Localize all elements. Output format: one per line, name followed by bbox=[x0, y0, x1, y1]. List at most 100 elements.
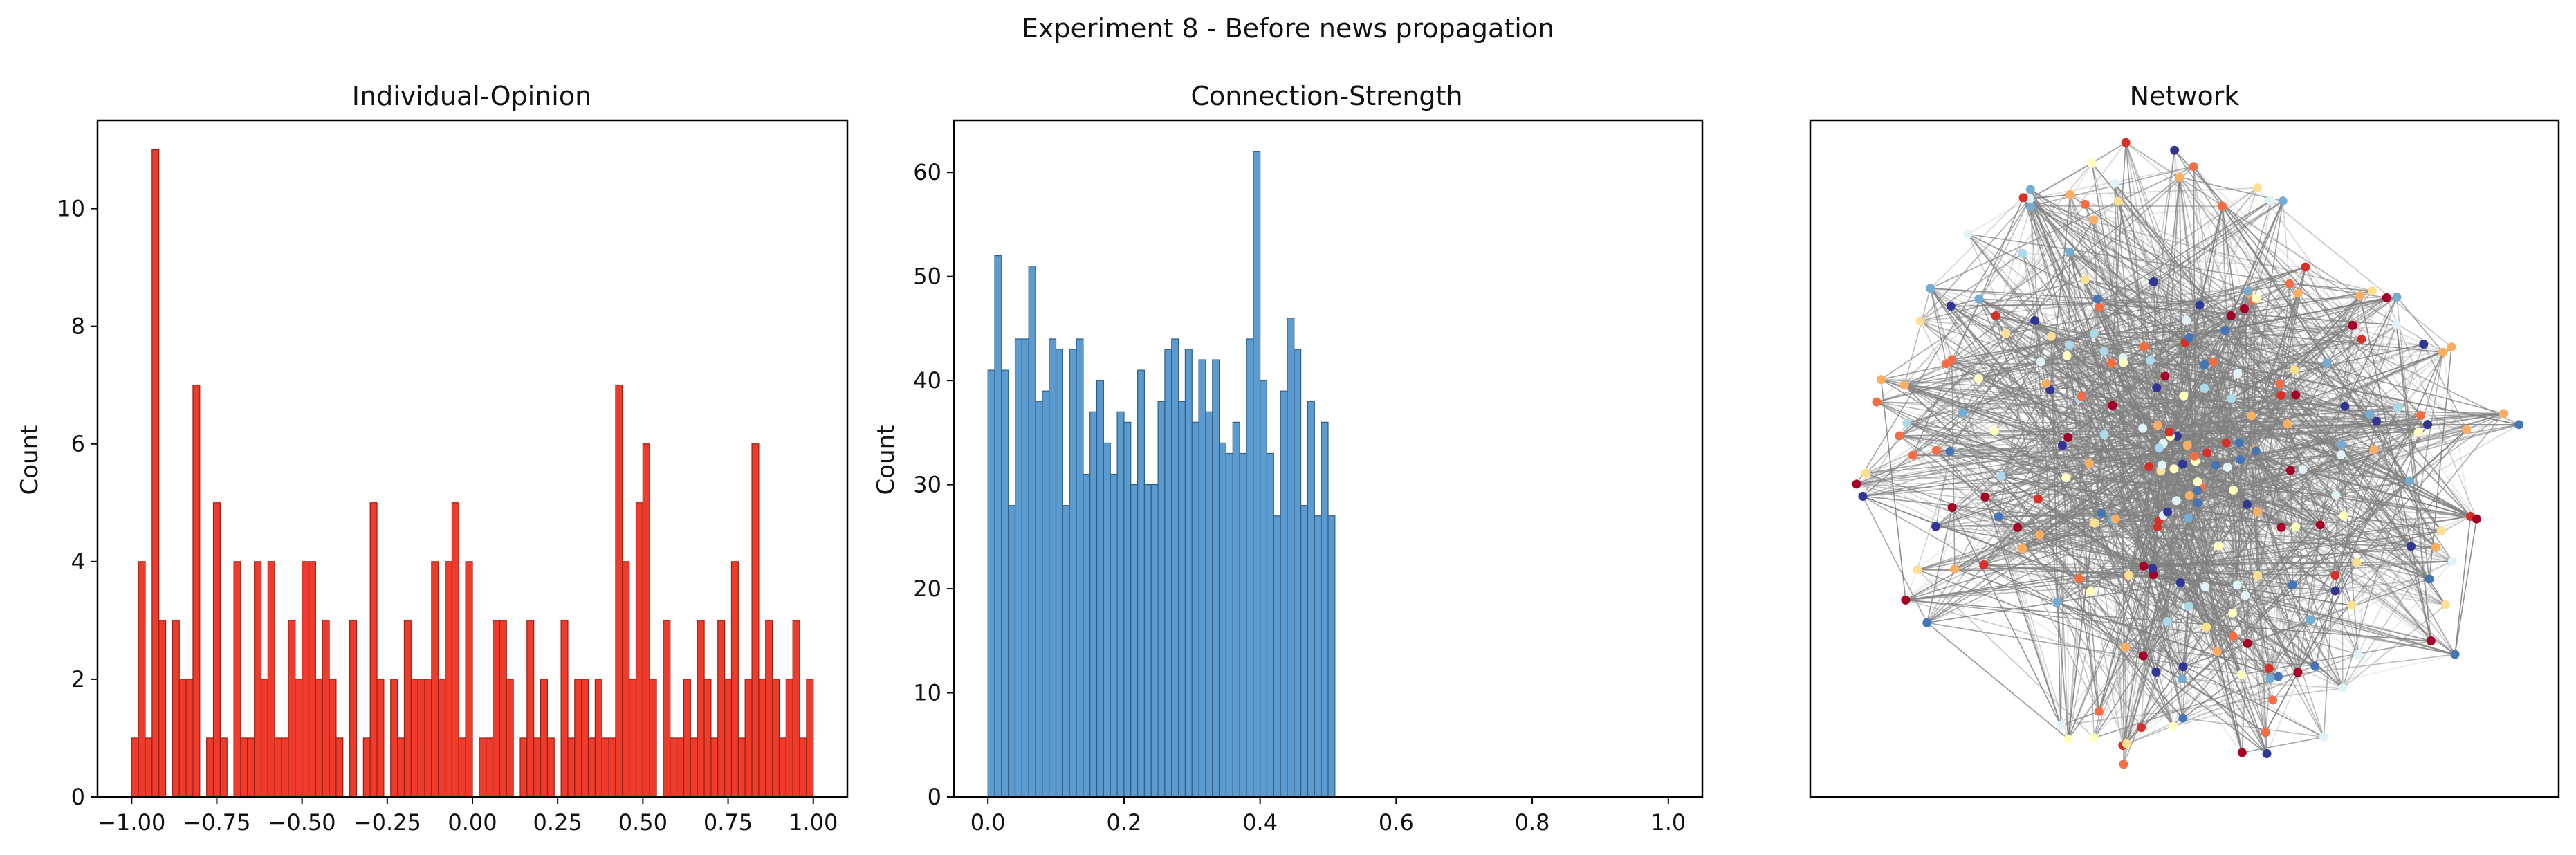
network-edge bbox=[2161, 464, 2336, 576]
strength-bar bbox=[1287, 318, 1295, 798]
opinion-bar bbox=[329, 679, 337, 798]
network-edge bbox=[2142, 655, 2267, 755]
strength-bar bbox=[1021, 338, 1029, 798]
network-node bbox=[2138, 423, 2148, 433]
network-edge bbox=[2104, 351, 2124, 746]
network-node bbox=[2306, 616, 2315, 625]
network-node bbox=[2447, 342, 2456, 352]
strength-bar bbox=[1246, 338, 1254, 798]
network-edge bbox=[1978, 298, 2241, 461]
network-node bbox=[2431, 542, 2441, 552]
network-edge bbox=[1876, 401, 2113, 520]
network-node bbox=[2348, 320, 2357, 330]
network-node bbox=[2074, 573, 2084, 583]
strength-bar bbox=[1028, 266, 1036, 798]
network-edge bbox=[1935, 396, 2082, 527]
network-edge bbox=[2221, 206, 2234, 614]
network-edge bbox=[2161, 398, 2232, 466]
network-edge bbox=[1917, 300, 2254, 571]
network-node bbox=[2278, 196, 2288, 206]
connection-strength-panel: Connection-Strength Count 0.0 0.2 0.4 0.6 0.… bbox=[872, 81, 1704, 836]
opinion-bar bbox=[458, 737, 466, 798]
network-edge bbox=[1905, 599, 2234, 637]
network-edge bbox=[2156, 351, 2443, 389]
network-node bbox=[2221, 438, 2231, 448]
network-edge bbox=[2122, 201, 2283, 746]
network-edge bbox=[2173, 699, 2273, 727]
network-node bbox=[2310, 661, 2320, 671]
network-edge bbox=[2231, 290, 2373, 317]
network-edge bbox=[2117, 201, 2240, 443]
network-node bbox=[2291, 390, 2301, 400]
opinion-bar bbox=[158, 620, 167, 798]
network-node bbox=[2110, 514, 2120, 524]
network-node bbox=[1858, 491, 1868, 501]
network-edge bbox=[2287, 423, 2477, 520]
network-edge bbox=[2023, 197, 2337, 496]
strength-bar bbox=[1225, 452, 1233, 798]
network-edge bbox=[1856, 361, 2041, 485]
network-edge bbox=[2152, 295, 2361, 569]
opinion-bar bbox=[424, 679, 432, 798]
network-node bbox=[2337, 440, 2346, 450]
network-edge bbox=[2182, 584, 2293, 668]
opinion-bar bbox=[302, 561, 310, 798]
opinion-bar bbox=[635, 502, 643, 798]
network-node bbox=[2228, 608, 2238, 618]
network-edge bbox=[1904, 385, 2175, 470]
opinion-bar bbox=[574, 679, 582, 798]
network-edge bbox=[2099, 306, 2504, 414]
strength-ytick-label: 50 bbox=[913, 264, 941, 290]
network-edge bbox=[1917, 511, 2258, 571]
network-node bbox=[2499, 409, 2508, 419]
network-edge bbox=[1917, 424, 2519, 571]
network-node bbox=[2025, 194, 2035, 203]
strength-bar bbox=[1280, 390, 1288, 798]
opinion-bar bbox=[369, 502, 378, 798]
network-edge bbox=[2051, 324, 2353, 337]
network-edge bbox=[2442, 351, 2472, 517]
network-node bbox=[2226, 311, 2236, 320]
network-edge bbox=[2089, 463, 2177, 502]
network-edge bbox=[2270, 324, 2398, 679]
network-node bbox=[2087, 158, 2097, 168]
opinion-xtick-label: −0.75 bbox=[183, 809, 250, 836]
network-edge bbox=[2128, 470, 2291, 576]
network-edge bbox=[1899, 200, 2272, 436]
network-edge bbox=[1930, 288, 2234, 491]
network-edge bbox=[1904, 385, 2067, 479]
network-edge bbox=[2195, 461, 2456, 655]
opinion-bar bbox=[697, 620, 705, 798]
network-node bbox=[2189, 162, 2198, 172]
network-edge bbox=[2069, 252, 2243, 675]
network-edge bbox=[2060, 710, 2099, 726]
network-edge bbox=[2297, 293, 2342, 445]
individual-opinion-frame bbox=[96, 119, 849, 798]
network-node bbox=[2065, 248, 2074, 257]
network-edge bbox=[2104, 350, 2205, 365]
network-edge bbox=[2181, 465, 2217, 679]
opinion-ytick-label: 8 bbox=[71, 313, 85, 340]
network-edge bbox=[2179, 176, 2346, 407]
network-edge bbox=[2068, 395, 2184, 439]
network-edge bbox=[2292, 515, 2344, 586]
strength-xtick-label: 0.0 bbox=[970, 809, 1006, 836]
opinion-bar bbox=[349, 620, 358, 798]
network-edge bbox=[2182, 463, 2477, 520]
strength-bar bbox=[987, 369, 995, 798]
network-edge bbox=[1926, 622, 2242, 675]
network-edge bbox=[1962, 412, 2246, 596]
opinion-bar bbox=[663, 620, 671, 798]
network-node bbox=[2077, 392, 2086, 401]
network-edge bbox=[2098, 306, 2267, 754]
network-edge bbox=[2242, 736, 2324, 753]
network-edge bbox=[2373, 421, 2427, 450]
opinion-bar bbox=[540, 679, 549, 798]
network-node bbox=[2195, 300, 2205, 310]
network-edge bbox=[2369, 414, 2421, 416]
network-edge bbox=[2239, 459, 2243, 753]
network-edge bbox=[2189, 468, 2303, 497]
network-edge bbox=[2270, 362, 2328, 679]
network-edge bbox=[2257, 575, 2446, 606]
